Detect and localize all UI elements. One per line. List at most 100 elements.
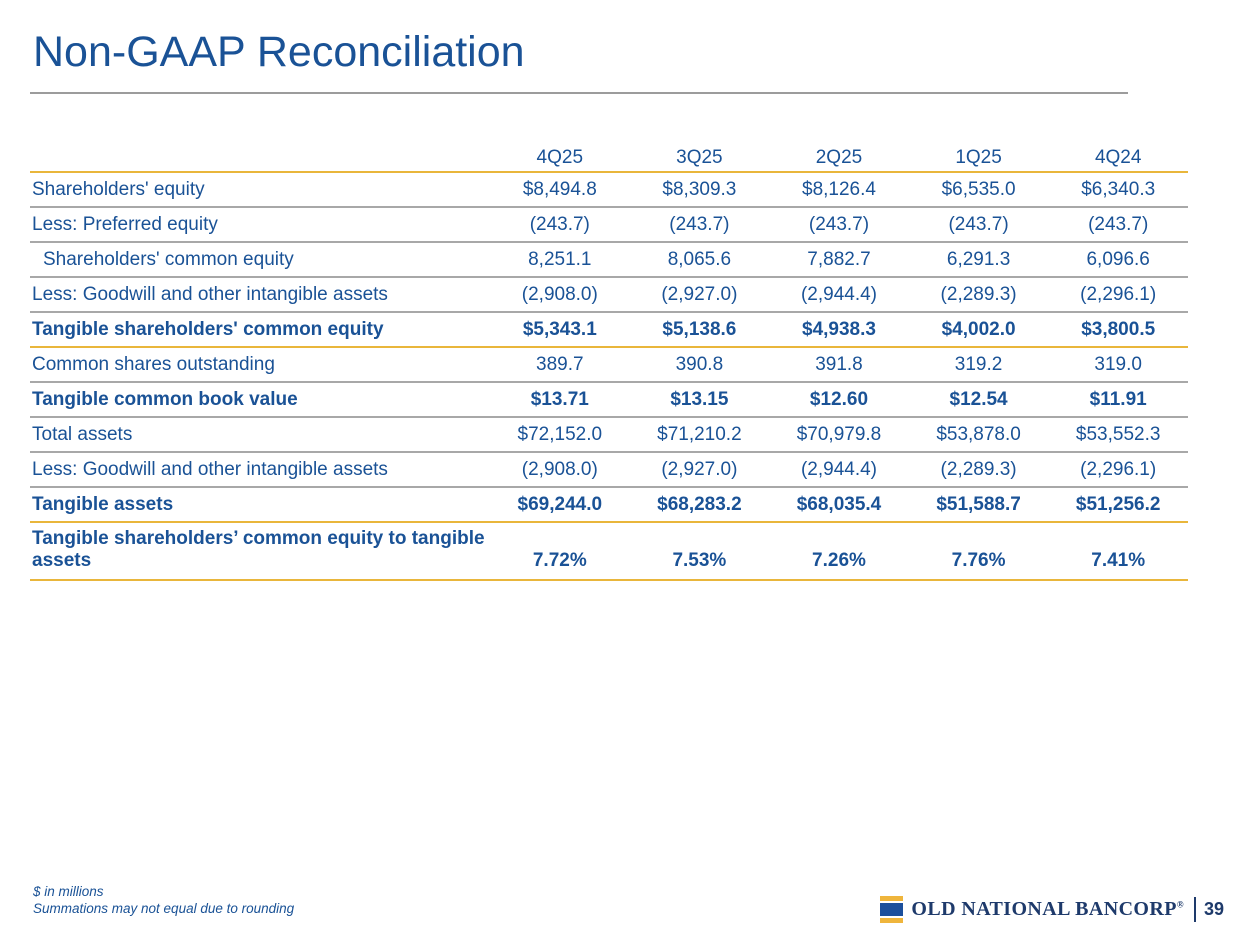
row-value: 7,882.7 [769, 242, 909, 278]
row-value: $12.60 [769, 382, 909, 418]
row-value: (2,944.4) [769, 452, 909, 488]
row-value: $5,138.6 [629, 312, 770, 348]
table-row: Tangible shareholders' common equity $5,3… [30, 312, 1188, 348]
row-value: $6,535.0 [908, 172, 1049, 208]
row-label: Tangible assets [30, 487, 490, 523]
header-label-cell [30, 144, 490, 173]
row-value: (2,908.0) [490, 277, 630, 313]
row-value: $4,938.3 [769, 312, 909, 348]
row-value: (2,927.0) [629, 277, 770, 313]
row-value: (243.7) [629, 207, 770, 243]
row-value: 391.8 [769, 347, 909, 383]
footnote-rounding: Summations may not equal due to rounding [33, 901, 295, 916]
row-label: Tangible shareholders’ common equity to … [30, 522, 490, 581]
row-value: 319.0 [1048, 347, 1188, 383]
reconciliation-table: 4Q25 3Q25 2Q25 1Q25 4Q24 Shareholders' equit… [30, 144, 1188, 581]
row-value: (2,944.4) [769, 277, 909, 313]
title-underline [30, 92, 1128, 94]
row-value: $69,244.0 [490, 487, 630, 523]
row-label: Tangible common book value [30, 382, 490, 418]
table-row: Less: Preferred equity (243.7) (243.7) (243… [30, 207, 1188, 243]
table-row: Less: Goodwill and other intangible asse… [30, 277, 1188, 313]
row-value: (243.7) [1048, 207, 1188, 243]
page-title: Non-GAAP Reconciliation [33, 28, 525, 76]
row-value: $71,210.2 [629, 417, 770, 453]
row-label: Tangible shareholders' common equity [30, 312, 490, 348]
row-value: 7.72% [490, 522, 630, 581]
table-row: Less: Goodwill and other intangible asse… [30, 452, 1188, 488]
row-label: Shareholders' equity [30, 172, 490, 208]
page-number-divider [1193, 897, 1196, 922]
footnotes: $ in millions Summations may not equal d… [33, 883, 294, 917]
row-value: 8,251.1 [490, 242, 630, 278]
row-value: $72,152.0 [490, 417, 630, 453]
logo-blue-bar [880, 903, 904, 916]
table-header-row: 4Q25 3Q25 2Q25 1Q25 4Q24 [30, 144, 1188, 173]
logo-wordmark: OLD NATIONAL BANCORP® [911, 898, 1184, 921]
table-row: Tangible shareholders’ common equity to … [30, 522, 1188, 581]
row-value: $8,126.4 [769, 172, 909, 208]
logo-gold-bar-bottom [880, 918, 904, 923]
row-value: $12.54 [908, 382, 1049, 418]
row-value: 319.2 [908, 347, 1049, 383]
row-value: $51,588.7 [908, 487, 1049, 523]
row-value: $13.71 [490, 382, 630, 418]
table-row: Shareholders' equity $8,494.8 $8,309.3 $8,1… [30, 172, 1188, 208]
row-value: $53,878.0 [908, 417, 1049, 453]
column-header: 4Q24 [1048, 144, 1188, 173]
row-value: 7.41% [1048, 522, 1188, 581]
row-value: 6,291.3 [908, 242, 1049, 278]
row-label: Less: Preferred equity [30, 207, 490, 243]
row-value: $5,343.1 [490, 312, 630, 348]
row-label: Total assets [30, 417, 490, 453]
row-value: $4,002.0 [908, 312, 1049, 348]
row-value: $68,283.2 [629, 487, 770, 523]
row-value: $53,552.3 [1048, 417, 1188, 453]
row-value: $6,340.3 [1048, 172, 1188, 208]
table-row: Shareholders' common equity 8,251.1 8,065.… [30, 242, 1188, 278]
row-value: $70,979.8 [769, 417, 909, 453]
row-value: 8,065.6 [629, 242, 770, 278]
row-value: (243.7) [769, 207, 909, 243]
row-value: $8,309.3 [629, 172, 770, 208]
row-value: (2,908.0) [490, 452, 630, 488]
row-value: 7.53% [629, 522, 770, 581]
row-value: $13.15 [629, 382, 770, 418]
row-label: Less: Goodwill and other intangible asse… [30, 277, 490, 313]
old-national-bancorp-logo-icon [880, 896, 904, 923]
column-header: 2Q25 [769, 144, 909, 173]
column-header: 3Q25 [629, 144, 770, 173]
row-value: (2,927.0) [629, 452, 770, 488]
column-header: 4Q25 [490, 144, 630, 173]
footer-brand: OLD NATIONAL BANCORP® 39 [880, 896, 1224, 923]
row-value: (2,289.3) [908, 277, 1049, 313]
row-value: (2,296.1) [1048, 277, 1188, 313]
row-value: 7.26% [769, 522, 909, 581]
row-value: 7.76% [908, 522, 1049, 581]
row-value: $68,035.4 [769, 487, 909, 523]
registered-trademark-symbol: ® [1176, 899, 1184, 910]
row-value: $11.91 [1048, 382, 1188, 418]
row-label: Shareholders' common equity [30, 242, 490, 278]
column-header: 1Q25 [908, 144, 1049, 173]
footnote-units: $ in millions [33, 884, 104, 899]
row-value: $3,800.5 [1048, 312, 1188, 348]
row-value: 389.7 [490, 347, 630, 383]
table-row: Tangible assets $69,244.0 $68,283.2 $68,035… [30, 487, 1188, 523]
table-row: Tangible common book value $13.71 $13.15 $1… [30, 382, 1188, 418]
row-value: 6,096.6 [1048, 242, 1188, 278]
row-value: $8,494.8 [490, 172, 630, 208]
logo-wordmark-text: OLD NATIONAL BANCORP [911, 898, 1177, 920]
row-value: (243.7) [908, 207, 1049, 243]
row-value: (2,289.3) [908, 452, 1049, 488]
table-row: Common shares outstanding 389.7 390.8 391.8… [30, 347, 1188, 383]
row-value: (2,296.1) [1048, 452, 1188, 488]
row-value: (243.7) [490, 207, 630, 243]
row-value: 390.8 [629, 347, 770, 383]
row-label: Less: Goodwill and other intangible asse… [30, 452, 490, 488]
table-row: Total assets $72,152.0 $71,210.2 $70,979.8 $… [30, 417, 1188, 453]
row-label: Common shares outstanding [30, 347, 490, 383]
row-value: $51,256.2 [1048, 487, 1188, 523]
page-number: 39 [1203, 899, 1224, 919]
